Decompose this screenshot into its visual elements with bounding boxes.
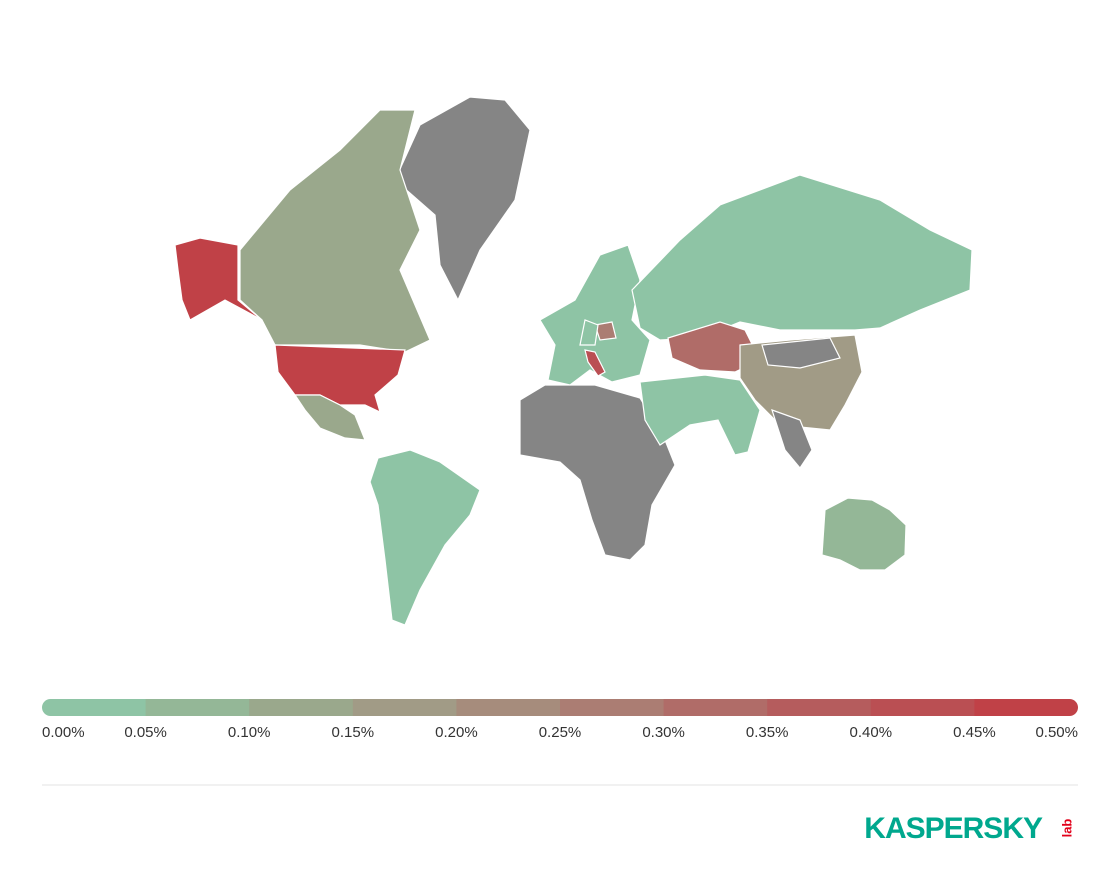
legend-tick-label: 0.40% [850,724,893,741]
legend-segment [870,699,975,716]
legend-segment [42,699,147,716]
region [394,96,531,302]
legend-segment [767,699,872,716]
logo-sub: lab [1059,819,1074,838]
legend-tick-label: 0.00% [42,724,85,741]
region [369,449,481,626]
region [293,394,366,441]
region [579,319,599,346]
legend-tick-label: 0.30% [642,724,685,741]
region [274,344,406,414]
region [239,109,431,353]
region [771,409,813,470]
region [584,349,606,377]
legend-bar [42,699,1078,716]
legend-tick-label: 0.35% [746,724,789,741]
legend-segment [456,699,561,716]
legend-tick-label: 0.25% [539,724,582,741]
world-map [174,96,973,626]
legend-segment [249,699,354,716]
legend-tick-label: 0.10% [228,724,271,741]
legend-segment [663,699,768,716]
legend-tick-label: 0.20% [435,724,478,741]
logo: KASPERSKY [864,812,1043,845]
legend-segment [352,699,457,716]
legend-tick-label: 0.15% [332,724,375,741]
region [519,384,676,561]
legend-tick-label: 0.45% [953,724,996,741]
legend-segment [145,699,250,716]
region [539,244,651,386]
region [761,337,841,369]
legend-segment [560,699,665,716]
legend-tick-label: 0.05% [124,724,167,741]
region [639,374,761,456]
region [174,237,263,321]
region [594,321,617,341]
legend-tick-label: 0.50% [1035,724,1078,741]
region [821,497,907,571]
legend-segment [974,699,1078,716]
region [631,174,973,341]
legend-ticks: 0.00% 0.05% 0.10% 0.15% 0.20% 0.25% 0.30% 0.35%… [42,724,1078,741]
